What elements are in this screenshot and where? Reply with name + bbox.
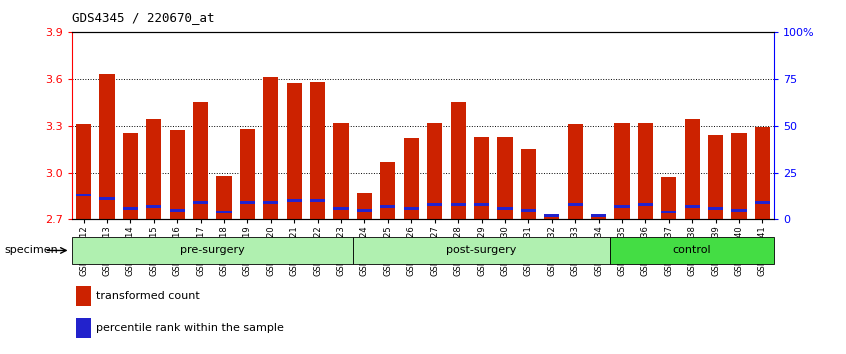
Bar bbox=[404, 138, 419, 219]
Bar bbox=[263, 201, 278, 204]
Bar bbox=[100, 74, 114, 219]
Bar bbox=[610, 237, 774, 264]
Bar bbox=[381, 205, 395, 208]
Bar bbox=[146, 205, 162, 208]
Bar bbox=[76, 286, 91, 307]
Bar bbox=[287, 199, 302, 202]
Bar bbox=[662, 177, 676, 219]
Bar bbox=[217, 211, 232, 213]
Bar bbox=[568, 124, 583, 219]
Bar bbox=[381, 162, 395, 219]
Bar bbox=[708, 135, 723, 219]
Bar bbox=[353, 237, 610, 264]
Text: transformed count: transformed count bbox=[96, 291, 200, 301]
Text: percentile rank within the sample: percentile rank within the sample bbox=[96, 323, 283, 333]
Bar bbox=[287, 84, 302, 219]
Bar bbox=[193, 102, 208, 219]
Bar bbox=[357, 193, 372, 219]
Bar bbox=[404, 207, 419, 210]
Bar bbox=[708, 207, 723, 210]
Bar bbox=[240, 201, 255, 204]
Bar bbox=[568, 203, 583, 206]
Bar bbox=[310, 82, 325, 219]
Bar bbox=[76, 194, 91, 196]
Bar bbox=[544, 214, 559, 217]
Bar bbox=[755, 127, 770, 219]
Bar bbox=[427, 203, 442, 206]
Bar bbox=[591, 216, 606, 219]
Text: specimen: specimen bbox=[4, 245, 58, 256]
Bar bbox=[638, 203, 653, 206]
Bar bbox=[170, 209, 184, 211]
Bar bbox=[217, 176, 232, 219]
Bar bbox=[170, 130, 184, 219]
Bar bbox=[357, 209, 372, 211]
Bar bbox=[544, 215, 559, 219]
Text: GDS4345 / 220670_at: GDS4345 / 220670_at bbox=[72, 11, 214, 24]
Bar bbox=[76, 318, 91, 338]
Bar bbox=[333, 207, 349, 210]
Bar bbox=[123, 133, 138, 219]
Bar bbox=[240, 129, 255, 219]
Bar bbox=[333, 122, 349, 219]
Text: pre-surgery: pre-surgery bbox=[180, 245, 244, 256]
Bar bbox=[72, 237, 353, 264]
Bar bbox=[755, 201, 770, 204]
Bar bbox=[497, 207, 513, 210]
Bar bbox=[497, 137, 513, 219]
Bar bbox=[474, 137, 489, 219]
Bar bbox=[684, 205, 700, 208]
Bar bbox=[451, 203, 465, 206]
Bar bbox=[662, 211, 676, 213]
Bar bbox=[263, 77, 278, 219]
Bar bbox=[521, 149, 536, 219]
Bar bbox=[427, 122, 442, 219]
Bar bbox=[638, 122, 653, 219]
Bar bbox=[474, 203, 489, 206]
Bar bbox=[146, 119, 162, 219]
Bar bbox=[614, 205, 629, 208]
Bar bbox=[684, 119, 700, 219]
Bar bbox=[591, 214, 606, 217]
Bar bbox=[614, 122, 629, 219]
Bar bbox=[732, 133, 746, 219]
Text: post-surgery: post-surgery bbox=[447, 245, 517, 256]
Bar bbox=[521, 209, 536, 211]
Bar bbox=[732, 209, 746, 211]
Bar bbox=[310, 199, 325, 202]
Text: control: control bbox=[673, 245, 711, 256]
Bar bbox=[76, 124, 91, 219]
Bar bbox=[451, 102, 465, 219]
Bar bbox=[123, 207, 138, 210]
Bar bbox=[100, 198, 114, 200]
Bar bbox=[193, 201, 208, 204]
